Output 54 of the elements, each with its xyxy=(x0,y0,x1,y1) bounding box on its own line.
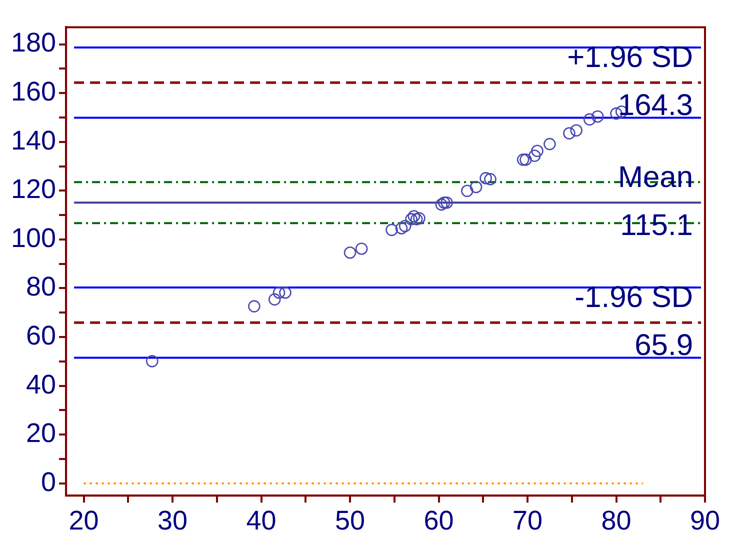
x-tick-label: 30 xyxy=(158,505,188,536)
point xyxy=(563,127,576,140)
point xyxy=(544,138,556,150)
point xyxy=(480,172,492,184)
point xyxy=(591,110,604,123)
point xyxy=(405,213,418,226)
y-tick-label: 100 xyxy=(10,222,56,253)
point xyxy=(395,222,408,234)
y-tick-label: 40 xyxy=(26,369,56,400)
point xyxy=(386,224,398,236)
point xyxy=(516,154,530,166)
x-tick-label: 60 xyxy=(424,505,454,536)
ref-line-label: -1.96 SD xyxy=(574,280,693,314)
point xyxy=(279,286,292,299)
point xyxy=(528,150,541,162)
point xyxy=(520,154,532,166)
y-tick-label: 0 xyxy=(41,466,56,497)
y-tick-label: 140 xyxy=(10,125,56,156)
x-tick-label: 20 xyxy=(68,505,99,536)
y-tick-label: 180 xyxy=(10,28,56,58)
x-tick-label: 50 xyxy=(335,505,366,536)
point xyxy=(268,293,281,306)
point xyxy=(410,213,423,226)
point xyxy=(461,184,474,198)
point xyxy=(248,300,260,312)
annotation: 115.1 xyxy=(620,208,693,242)
point xyxy=(413,212,426,224)
x-tick-label: 80 xyxy=(601,505,632,536)
point xyxy=(146,355,158,368)
point xyxy=(398,220,412,232)
x-tick-label: 90 xyxy=(690,505,720,536)
x-tick-label: 40 xyxy=(246,505,276,536)
y-tick-label: 60 xyxy=(26,320,56,350)
point xyxy=(435,198,448,211)
point xyxy=(408,210,420,222)
y-tick-label: 20 xyxy=(26,418,56,448)
x-tick-label: 70 xyxy=(512,505,543,536)
point xyxy=(272,286,286,299)
annotation: 164.3 xyxy=(618,88,693,122)
ref-line-label: Mean xyxy=(618,160,693,194)
point xyxy=(355,242,368,255)
annotation: 65.9 xyxy=(634,328,693,362)
point xyxy=(470,180,482,194)
ref-line-label: +1.96 SD xyxy=(567,40,693,74)
point xyxy=(484,173,496,186)
point xyxy=(440,196,453,209)
y-tick-label: 80 xyxy=(26,272,56,302)
point xyxy=(438,196,450,209)
point xyxy=(531,144,544,158)
y-tick-label: 160 xyxy=(10,76,56,107)
y-tick-label: 120 xyxy=(10,174,56,204)
point xyxy=(344,246,356,259)
point xyxy=(570,124,582,137)
point xyxy=(583,113,596,126)
